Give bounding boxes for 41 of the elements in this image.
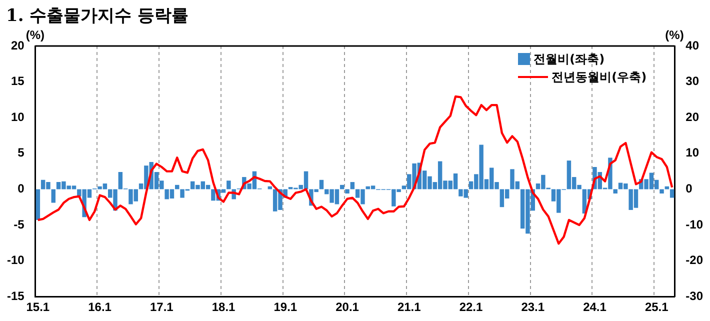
- x-tick-label: 16.1: [88, 300, 112, 314]
- y2-tick-label: 20: [686, 110, 700, 124]
- bar: [350, 182, 355, 190]
- y-tick-label: -10: [7, 253, 25, 268]
- y-tick-label: 0: [18, 182, 25, 196]
- x-tick-label: 17.1: [150, 300, 174, 314]
- y2-tick-label: 10: [686, 146, 700, 160]
- x-tick-label: 20.1: [336, 300, 360, 314]
- y2-axis-title: (%): [665, 28, 684, 42]
- y-tick-label: 10: [10, 110, 25, 124]
- legend-label: 전월비(좌축): [534, 50, 605, 68]
- bar: [613, 189, 618, 194]
- y-tick-label: 5: [18, 146, 25, 160]
- y2-tick-label: 40: [686, 38, 700, 52]
- x-tick-label: 21.1: [397, 300, 422, 314]
- y-tick-label: 20: [10, 38, 25, 52]
- y2-tick-label: 30: [686, 74, 700, 88]
- y2-tick-label: -20: [686, 253, 704, 268]
- x-tick-label: 15.1: [26, 300, 50, 314]
- chart-title: 1. 수출물가지수 등락률: [6, 5, 189, 27]
- legend-label: 전년동월비(우축): [552, 68, 647, 86]
- y-tick-label: -5: [14, 217, 25, 232]
- bar: [36, 189, 40, 220]
- x-tick-label: 19.1: [274, 300, 298, 314]
- x-tick-label: 23.1: [521, 300, 545, 314]
- bar: [670, 189, 674, 198]
- y2-tick-label: -10: [686, 217, 704, 232]
- bar: [51, 189, 56, 203]
- y2-tick-label: -30: [686, 288, 704, 303]
- y-axis-title: (%): [26, 28, 45, 42]
- x-tick-label: 18.1: [212, 300, 236, 314]
- bar: [660, 189, 664, 194]
- x-tick-label: 22.1: [459, 300, 484, 314]
- y-tick-label: -15: [7, 288, 25, 303]
- bar: [319, 180, 324, 190]
- x-tick-label: 25.1: [644, 300, 669, 314]
- x-tick-label: 24.1: [583, 300, 607, 314]
- bar: [226, 180, 231, 190]
- y-tick-label: 15: [10, 74, 25, 88]
- y2-tick-label: 0: [686, 182, 693, 196]
- bar: [345, 189, 350, 194]
